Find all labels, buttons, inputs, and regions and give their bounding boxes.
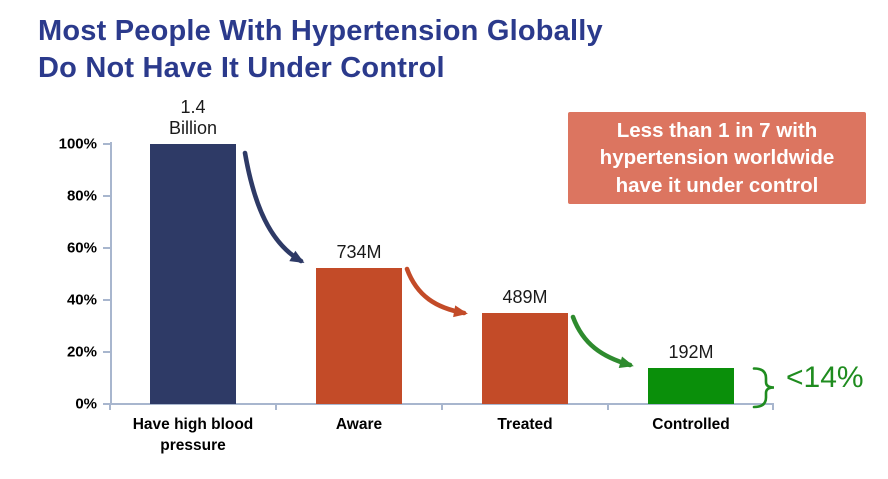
x-axis-category-label-line: Controlled — [652, 416, 730, 433]
chart-bar-treated — [482, 313, 568, 404]
x-axis-category-label-line: Treated — [497, 416, 553, 433]
x-axis-category-label-line: pressure — [160, 437, 226, 454]
y-axis-tick — [103, 247, 110, 249]
x-axis-category-label-line: Have high blood — [132, 416, 254, 433]
y-axis-tick — [103, 351, 110, 353]
bar-value-label-have-high-blood-pressure: 1.4 Billion — [169, 97, 217, 139]
x-axis-tick — [607, 404, 609, 410]
y-axis-tick — [103, 403, 110, 405]
flow-arrow-to-aware — [242, 150, 305, 264]
callout-box: Less than 1 in 7 with hypertension world… — [568, 112, 866, 204]
callout-text: Less than 1 in 7 with hypertension world… — [599, 118, 835, 197]
x-axis-category-label-have-high-blood-pressure: Have high blood pressure — [133, 414, 254, 456]
curly-brace — [752, 367, 775, 409]
x-axis-tick — [275, 404, 277, 410]
y-axis-tick — [103, 195, 110, 197]
flow-arrow-to-controlled — [570, 314, 634, 369]
chart-bar-controlled — [648, 368, 734, 404]
page-title: Most People With Hypertension Globally D… — [38, 13, 603, 87]
x-axis-category-label-aware: Aware — [336, 414, 382, 435]
annotation-lt14: <14% — [786, 361, 864, 394]
y-axis-tick-label: 0% — [75, 395, 97, 413]
y-axis-tick-label: 60% — [66, 239, 97, 257]
bar-value-label-line: 192M — [668, 342, 714, 363]
x-axis-tick — [441, 404, 443, 410]
y-axis-tick-label: 40% — [66, 291, 97, 309]
y-axis-tick-label: 80% — [66, 187, 97, 205]
y-axis-tick — [103, 299, 110, 301]
chart-bar-aware — [316, 267, 402, 404]
y-axis-tick — [103, 143, 110, 145]
flow-arrow-to-treated — [404, 266, 468, 318]
x-axis-category-label-line: Aware — [335, 416, 383, 433]
chart-bar-have-high-blood-pressure — [150, 144, 236, 404]
y-axis-tick-label: 100% — [58, 135, 97, 153]
bar-value-label-line: 489M — [502, 287, 548, 308]
page-title-line2: Do Not Have It Under Control — [38, 52, 445, 84]
y-axis-tick-label: 20% — [66, 343, 97, 361]
x-axis-category-label-treated: Treated — [497, 414, 552, 435]
bar-value-label-controlled: 192M — [668, 342, 713, 363]
bar-value-label-line: 734M — [336, 241, 382, 262]
bar-value-label-aware: 734M — [336, 242, 381, 263]
y-axis-line — [110, 142, 112, 404]
page-title-line1: Most People With Hypertension Globally — [38, 15, 603, 47]
bar-value-label-line: 1.4 — [180, 97, 206, 117]
x-axis-tick — [109, 404, 111, 410]
x-axis-category-label-controlled: Controlled — [652, 414, 730, 435]
bar-value-label-line: Billion — [168, 118, 218, 138]
bar-value-label-treated: 489M — [502, 287, 547, 308]
x-axis-tick — [772, 404, 774, 410]
